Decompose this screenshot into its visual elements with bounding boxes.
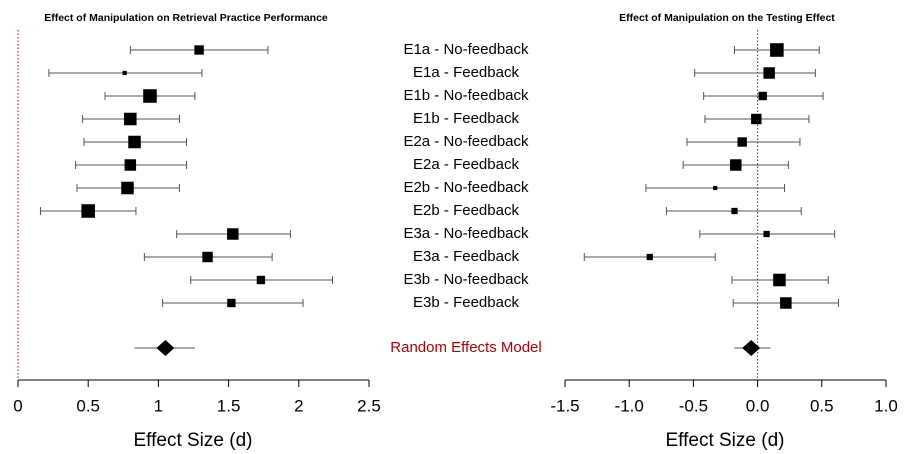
effect-box	[763, 67, 775, 79]
category-label: E2a - Feedback	[413, 156, 519, 173]
x-tick-label: 0.0	[746, 396, 770, 415]
category-label: E2b - Feedback	[413, 202, 519, 219]
effect-box	[770, 43, 784, 57]
category-label: E3b - No-feedback	[403, 271, 529, 288]
effect-box	[227, 298, 236, 308]
effect-box	[763, 230, 770, 238]
x-tick-label: 2.5	[357, 396, 381, 415]
effect-box	[256, 275, 266, 285]
category-label: E1a - No-feedback	[403, 41, 529, 58]
effect-box	[713, 185, 718, 191]
category-label: E1a - Feedback	[413, 64, 519, 81]
effect-box	[737, 137, 747, 147]
category-label: E2a - No-feedback	[403, 133, 529, 150]
effect-box	[227, 228, 239, 240]
chart-title: Effect of Manipulation on the Testing Ef…	[619, 12, 835, 24]
model-label: Random Effects Model	[390, 339, 541, 356]
effect-box	[646, 253, 653, 261]
effect-box	[124, 159, 137, 171]
model-diamond	[742, 340, 761, 356]
x-axis-label: Effect Size (d)	[666, 430, 785, 451]
effect-box	[194, 45, 204, 55]
x-tick-label: 2	[294, 396, 303, 415]
x-tick-label: -1.5	[550, 396, 579, 415]
x-tick-label: -1.0	[615, 396, 644, 415]
category-label: E2b - No-feedback	[403, 179, 529, 196]
effect-box	[121, 181, 134, 195]
category-label: E3a - No-feedback	[403, 225, 529, 242]
x-tick-label: 0.5	[76, 396, 100, 415]
effect-box	[124, 112, 137, 126]
chart-title: Effect of Manipulation on Retrieval Prac…	[44, 12, 328, 24]
effect-box	[780, 297, 792, 309]
effect-box	[730, 159, 742, 171]
x-tick-label: 0.5	[810, 396, 834, 415]
effect-box	[202, 251, 213, 263]
category-label: E1b - Feedback	[413, 110, 519, 127]
model-diamond	[156, 340, 175, 356]
x-tick-label: 0	[13, 396, 22, 415]
x-tick-label: 1.0	[874, 396, 898, 415]
x-tick-label: -0.5	[679, 396, 708, 415]
x-tick-label: 1.5	[217, 396, 241, 415]
effect-box	[751, 113, 762, 125]
category-label: E3a - Feedback	[413, 248, 519, 265]
category-label: E3b - Feedback	[413, 294, 519, 311]
effect-box	[758, 91, 767, 101]
x-tick-label: 1	[154, 396, 163, 415]
effect-box	[81, 204, 95, 218]
effect-box	[773, 273, 786, 287]
effect-box	[731, 207, 738, 215]
effect-box	[128, 135, 141, 149]
x-axis-label: Effect Size (d)	[134, 430, 253, 451]
category-label: E1b - No-feedback	[403, 87, 529, 104]
effect-box	[122, 70, 127, 76]
effect-box	[143, 89, 157, 103]
